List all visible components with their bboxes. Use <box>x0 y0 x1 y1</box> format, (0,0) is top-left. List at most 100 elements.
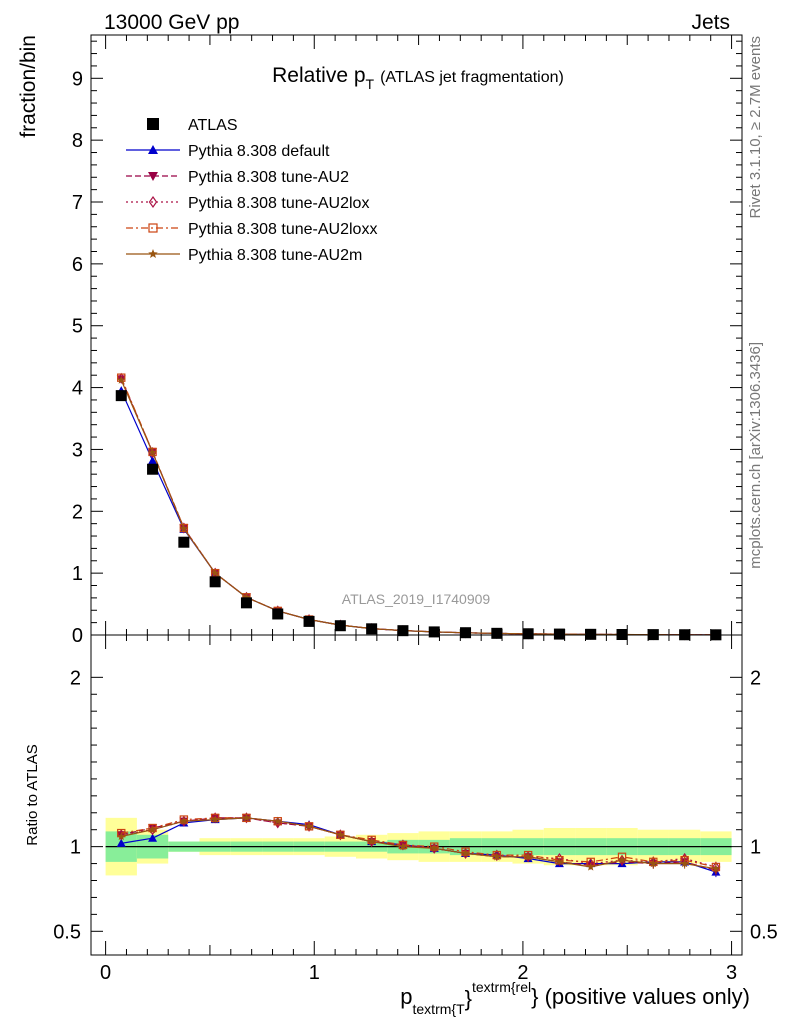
ratio-ytick-label-right: 1 <box>750 837 761 859</box>
ratio-series-point <box>398 842 408 851</box>
ratio-series-point <box>617 855 627 864</box>
side-label-top: Rivet 3.1.10, ≥ 2.7M events <box>747 36 764 219</box>
atlas-data-point <box>522 628 534 640</box>
atlas-data-point <box>585 628 597 640</box>
atlas-data-point <box>491 627 503 639</box>
ratio-series-point <box>461 847 470 856</box>
legend-marker <box>148 172 158 181</box>
ratio-series-point <box>148 824 157 836</box>
legend-entry: Pythia 8.308 tune-AU2 <box>126 169 349 186</box>
main-series-point <box>148 448 157 457</box>
main-ytick-label: 0 <box>72 625 83 647</box>
ratio-series-point <box>305 820 313 832</box>
ratio-series-point <box>398 840 408 850</box>
atlas-data-point <box>178 536 190 548</box>
ratio-series-point <box>179 816 189 825</box>
side-label-bottom: mcplots.cern.ch [arXiv:1306.3436] <box>747 342 764 569</box>
main-series-point <box>242 592 251 601</box>
ratio-series-point <box>211 812 220 824</box>
x-tick-label: 2 <box>517 962 528 984</box>
ratio-series-line <box>121 817 717 868</box>
legend-entry: ATLAS <box>147 117 238 134</box>
ratio-series-point <box>148 833 158 842</box>
main-series-point <box>179 522 188 534</box>
ratio-series-point <box>649 859 658 868</box>
ratio-series-point <box>273 816 283 825</box>
atlas-data-point <box>553 628 565 640</box>
main-series-point <box>210 568 220 577</box>
main-ytick-label: 8 <box>72 130 83 152</box>
ratio-ylabel: Ratio to ATLAS <box>24 744 41 845</box>
atlas-data-point <box>303 615 315 627</box>
x-axis-label: ptextrm{T}textrm{rel} (positive values o… <box>400 979 750 1017</box>
main-title-sub: T <box>366 76 375 92</box>
legend: ATLAS Pythia 8.308 default Pythia 8.308 tu… <box>126 117 377 264</box>
ratio-series-point <box>116 838 126 847</box>
main-series-point <box>148 456 158 465</box>
main-ytick-label: 9 <box>72 68 83 90</box>
atlas-data-point <box>209 576 221 588</box>
main-title: Relative pT (ATLAS jet fragmentation) <box>272 64 564 92</box>
main-title-text: Relative p <box>272 64 365 87</box>
ratio-series-point <box>429 843 439 852</box>
ratio-series-point <box>304 821 314 830</box>
ratio-series-point <box>555 857 564 866</box>
ratio-plot: 0.5 0.5 1 1 2 2 0 1 2 3 <box>53 634 778 984</box>
x-axis-label-p: p <box>400 984 412 1009</box>
main-series-point <box>117 372 126 384</box>
atlas-data-point <box>240 597 252 609</box>
ratio-series-point <box>680 859 689 868</box>
legend-entry: Pythia 8.308 tune-AU2m <box>126 247 362 264</box>
x-axis-label-sup: textrm{rel <box>472 979 531 995</box>
main-ytick-label: 6 <box>72 254 83 276</box>
main-ytick-label: 2 <box>72 501 83 523</box>
main-ytick-label: 1 <box>72 563 83 585</box>
ratio-series-point <box>523 852 533 861</box>
ratio-series-5 <box>116 813 721 874</box>
ratio-series-point <box>367 837 376 846</box>
legend-label: Pythia 8.308 tune-AU2lox <box>188 195 369 212</box>
ratio-ytick-label-right: 2 <box>750 667 761 689</box>
main-series-point <box>179 524 189 533</box>
ratio-series-point <box>618 854 626 866</box>
ratio-series-point <box>148 825 157 834</box>
ratio-ytick-label: 0.5 <box>53 921 81 943</box>
legend-label: Pythia 8.308 tune-AU2 <box>188 169 349 186</box>
header-left: 13000 GeV pp <box>104 11 239 34</box>
main-series-point <box>148 446 157 459</box>
ratio-series-point <box>242 812 251 824</box>
watermark: ATLAS_2019_I1740909 <box>342 591 491 607</box>
ratio-ytick-label: 2 <box>70 667 81 689</box>
main-title-suffix: (ATLAS jet fragmentation) <box>380 69 564 86</box>
x-axis-label-sub: textrm{T <box>413 1001 466 1017</box>
legend-label: Pythia 8.308 tune-AU2loxx <box>188 221 377 238</box>
atlas-data-point <box>334 620 346 632</box>
ratio-series-point <box>492 849 501 861</box>
ratio-series-point <box>179 815 189 824</box>
ratio-series-point <box>492 852 502 861</box>
ratio-series-point <box>336 830 345 839</box>
atlas-data-point <box>115 390 127 402</box>
ratio-series-point <box>242 813 251 822</box>
ratio-series-line <box>121 817 716 870</box>
ratio-series-point <box>210 813 220 823</box>
x-axis-label-suffix: } (positive values only) <box>531 984 750 1009</box>
legend-entry: Pythia 8.308 tune-AU2lox <box>126 195 369 212</box>
legend-entry: Pythia 8.308 default <box>126 143 330 160</box>
ratio-ytick-label: 1 <box>70 837 81 859</box>
ratio-ytick-label-right: 0.5 <box>750 921 778 943</box>
ratio-series-point <box>430 842 439 851</box>
main-ytick-label: 4 <box>72 378 83 400</box>
ratio-frame <box>90 634 743 956</box>
ratio-series-point <box>711 864 721 873</box>
legend-marker <box>148 145 158 154</box>
x-tick-label: 0 <box>100 962 111 984</box>
legend-label: Pythia 8.308 tune-AU2m <box>188 247 362 264</box>
atlas-data-point <box>272 608 284 620</box>
atlas-data-point <box>428 626 440 638</box>
legend-label: Pythia 8.308 default <box>188 143 330 160</box>
main-ytick-label: 7 <box>72 192 83 214</box>
ratio-series-point <box>523 850 533 860</box>
legend-marker <box>147 118 159 130</box>
